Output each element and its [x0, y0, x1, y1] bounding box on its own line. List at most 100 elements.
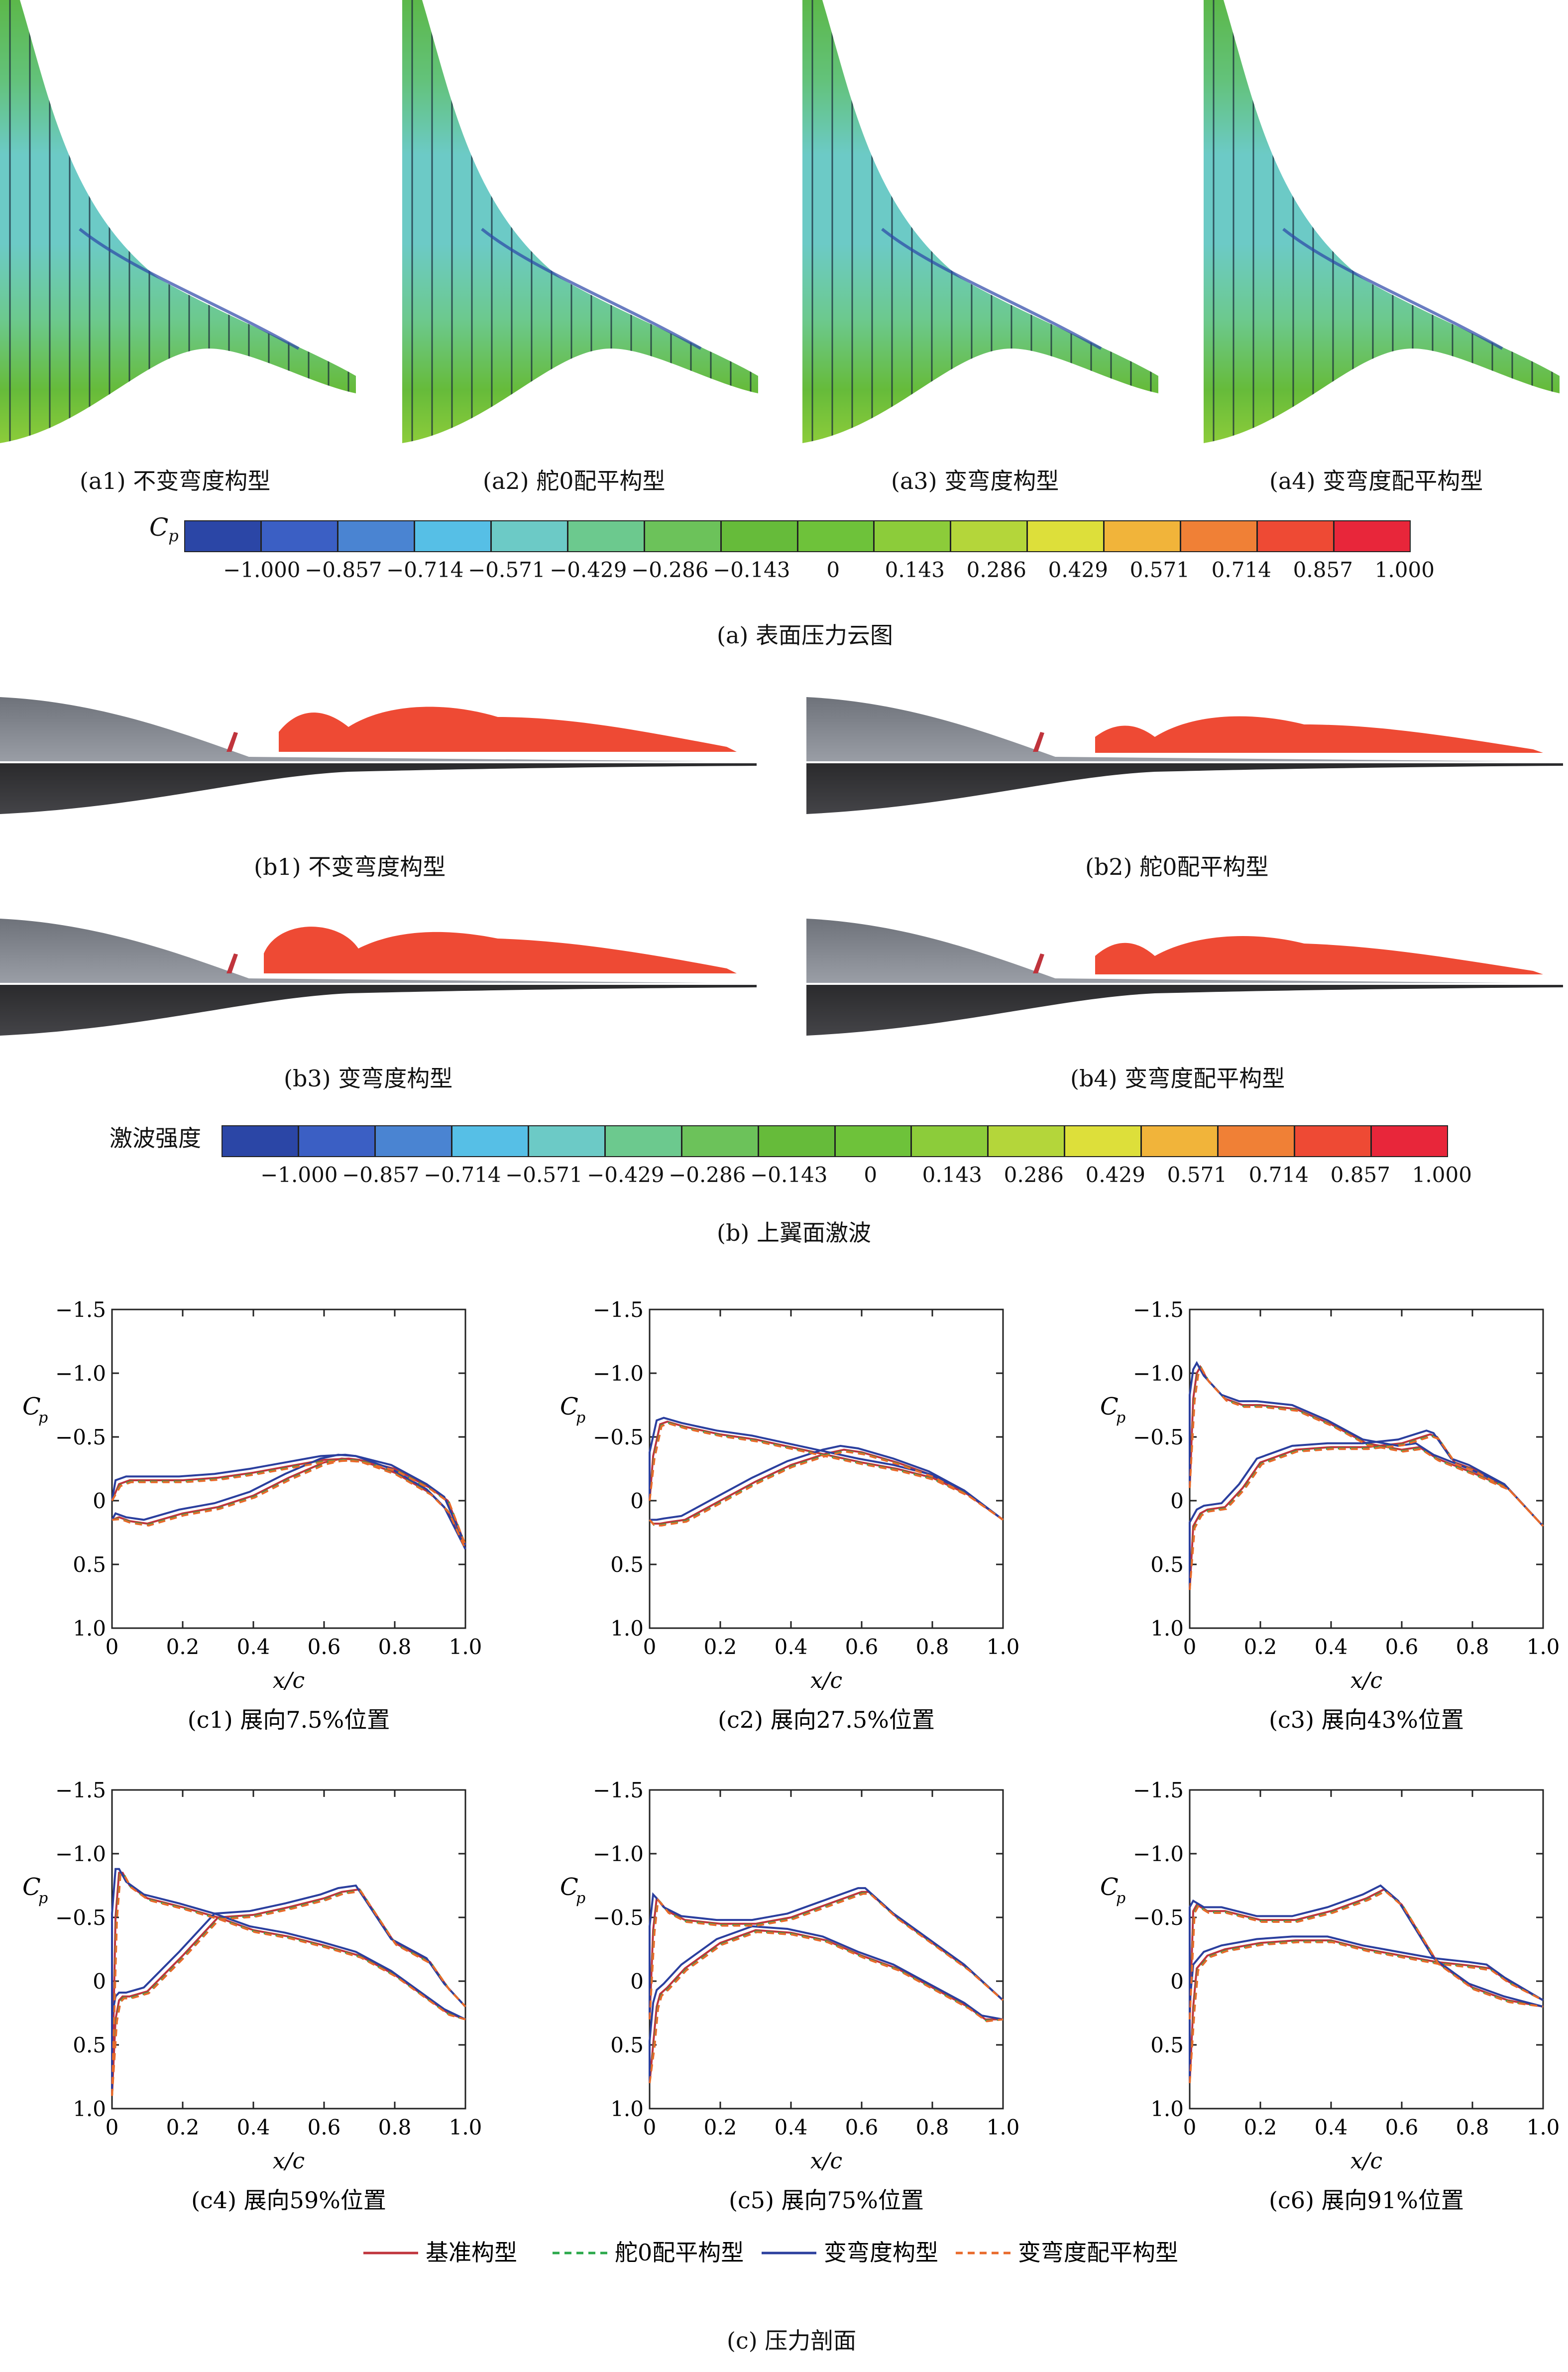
x-tick-label: 0 [643, 2115, 657, 2139]
colorbar-cp: Cp −1.000 −0.857 −0.714 −0.571 −0.429 −0.286−… [144, 510, 1435, 585]
x-tick-label: 0 [643, 1635, 657, 1659]
y-tick-label: −1.5 [593, 1298, 644, 1322]
section-caption-c: (c) 压力剖面 [727, 2327, 857, 2354]
y-tick-label: 1.0 [610, 2097, 644, 2121]
colorbar-tick-label: −0.714 [424, 1163, 501, 1187]
y-tick-label: −1.5 [1133, 1778, 1184, 1802]
x-tick-label: 0.4 [1315, 1635, 1348, 1659]
legend-label-variable: 变弯度构型 [824, 2239, 938, 2266]
colorbar-tick-label: 0 [826, 558, 840, 582]
x-tick-label: 1.0 [449, 2115, 482, 2139]
colorbar-ticks: −1.000 −0.857 −0.714 −0.571 −0.429 −0.286 −0.1… [184, 558, 1435, 583]
colorbar-tick-label: −0.857 [342, 1163, 420, 1187]
colorbar-swatch [1295, 1126, 1372, 1156]
x-axis-label: x/c [273, 2148, 305, 2174]
y-axis-label: C [560, 1873, 578, 1901]
colorbar-tick-label: 0.143 [922, 1163, 982, 1187]
panel-label-b4: (b4) 变弯度配平构型 [1070, 1065, 1285, 1092]
x-tick-label: 0.4 [775, 1635, 808, 1659]
series-line-rudder0-upper [111, 1459, 466, 1546]
colorbar-tick-label: 1.000 [1374, 558, 1435, 582]
y-tick-label: 0.5 [73, 2033, 106, 2057]
plot-frame [111, 1308, 466, 1629]
y-axis-label: C [1100, 1393, 1119, 1421]
colorbar-swatch [491, 521, 568, 551]
chart-title: (c1) 展向7.5%位置 [188, 1706, 390, 1733]
colorbar-swatch [1181, 521, 1258, 551]
series-line-baseline-lower [649, 1929, 1003, 2083]
colorbar-swatch [875, 521, 952, 551]
x-tick-label: 0.6 [1385, 2115, 1419, 2139]
y-tick-label: 0.5 [610, 1552, 644, 1577]
x-tick-label: 0.8 [916, 2115, 949, 2139]
y-axis-label: C [22, 1393, 41, 1421]
colorbar-shock: 激波强度 −1.000 −0.857 −0.714 −0.571 −0.429 −0.28… [110, 1115, 1472, 1190]
colorbar-swatch [1065, 1126, 1142, 1156]
y-tick-label: 0.5 [610, 2033, 644, 2057]
pressure-profile-charts: −1.5−1.0−0.500.51.00 0.2 0.4 0.6 0.8 1.0x/cCp… [22, 1298, 1560, 2214]
y-tick-label: −0.5 [1133, 1905, 1184, 1930]
series-line-variable-lower [111, 1912, 466, 2096]
panel-label-a1: (a1) 不变弯度构型 [80, 468, 271, 494]
x-axis-label: x/c [1350, 2148, 1382, 2174]
colorbar-tick-label: 0.571 [1129, 558, 1190, 582]
colorbar-ticks: −1.000 −0.857 −0.714 −0.571 −0.429 −0.286 −0.1… [222, 1163, 1472, 1187]
colorbar-swatch [568, 521, 645, 551]
y-axis-label-sub: p [576, 1409, 585, 1426]
series-line-baseline-upper [111, 1457, 466, 1546]
y-tick-label: −1.0 [593, 1842, 644, 1866]
colorbar-swatch [261, 521, 338, 551]
series-line-variable-upper [649, 1417, 1004, 1521]
colorbar-tick-label: −0.286 [631, 558, 709, 582]
colorbar-swatch [1372, 1126, 1447, 1156]
series-line-variable_trim-lower [1189, 1941, 1544, 2083]
panel-label-a4: (a4) 变弯度配平构型 [1269, 468, 1483, 494]
shock-view-b1 [0, 697, 757, 814]
colorbar-swatch [1219, 1126, 1296, 1156]
colorbar-swatch [1335, 521, 1410, 551]
panel-label-a3: (a3) 变弯度构型 [891, 468, 1059, 494]
y-tick-label: 0 [93, 1489, 106, 1513]
y-tick-label: −1.0 [593, 1361, 644, 1386]
series-line-variable-lower [1189, 1429, 1544, 1590]
colorbar-tick-label: 0.571 [1167, 1163, 1227, 1187]
chart-c2: −1.5−1.0−0.500.51.00 0.2 0.4 0.6 0.8 1.0x/cCp… [560, 1298, 1019, 1733]
series-line-variable_trim-upper [1189, 1366, 1544, 1527]
colorbar-swatch [721, 521, 798, 551]
x-tick-label: 1.0 [1527, 1635, 1560, 1659]
x-tick-label: 1.0 [449, 1635, 482, 1659]
series-line-variable-upper [111, 1868, 466, 2096]
x-axis-label: x/c [273, 1668, 305, 1693]
shock-view-b4 [806, 919, 1563, 1036]
series-line-rudder0-upper [111, 1873, 466, 2096]
plot-frame [1189, 1308, 1544, 1629]
x-tick-label: 0 [106, 1635, 119, 1659]
colorbar-title: Cp [149, 513, 179, 545]
y-tick-label: −1.5 [1133, 1298, 1184, 1322]
y-tick-label: 0 [630, 1969, 644, 1994]
colorbar-tick-label: 0.429 [1085, 1163, 1145, 1187]
shock-section: (b1) 不变弯度构型 (b2) 舵0配平构型 (b3) 变弯度构型 (b4) … [0, 677, 1568, 1275]
section-caption-b: (b) 上翼面激波 [717, 1219, 871, 1246]
y-axis-label: C [560, 1393, 578, 1421]
chart-title: (c4) 展向59%位置 [191, 2187, 386, 2214]
series-line-rudder0-lower [111, 1917, 466, 2096]
series-line-variable_trim-upper [649, 1893, 1004, 2019]
panel-label-b1: (b1) 不变弯度构型 [254, 853, 446, 880]
x-tick-label: 0.6 [845, 1635, 879, 1659]
series-line-variable-upper [1189, 1361, 1544, 1527]
x-tick-label: 0.2 [166, 2115, 200, 2139]
series-line-variable_trim-lower [111, 1918, 466, 2096]
series-line-rudder0-lower [1189, 1940, 1544, 2083]
x-tick-label: 0.4 [237, 1635, 270, 1659]
colorbar-tick-label: 0.714 [1211, 558, 1271, 582]
colorbar-tick-label: 0 [864, 1163, 878, 1187]
legend-label-variable-trim: 变弯度配平构型 [1018, 2239, 1178, 2266]
x-tick-label: 0.2 [1244, 2115, 1277, 2139]
shock-view-b2 [806, 697, 1563, 814]
section-caption-a: (a) 表面压力云图 [717, 622, 893, 649]
colorbar-swatch [951, 521, 1028, 551]
colorbar-swatch [375, 1126, 452, 1156]
chart-c5: −1.5−1.0−0.500.51.00 0.2 0.4 0.6 0.8 1.0x/cCp… [560, 1778, 1019, 2214]
y-tick-label: −1.0 [1133, 1361, 1184, 1386]
